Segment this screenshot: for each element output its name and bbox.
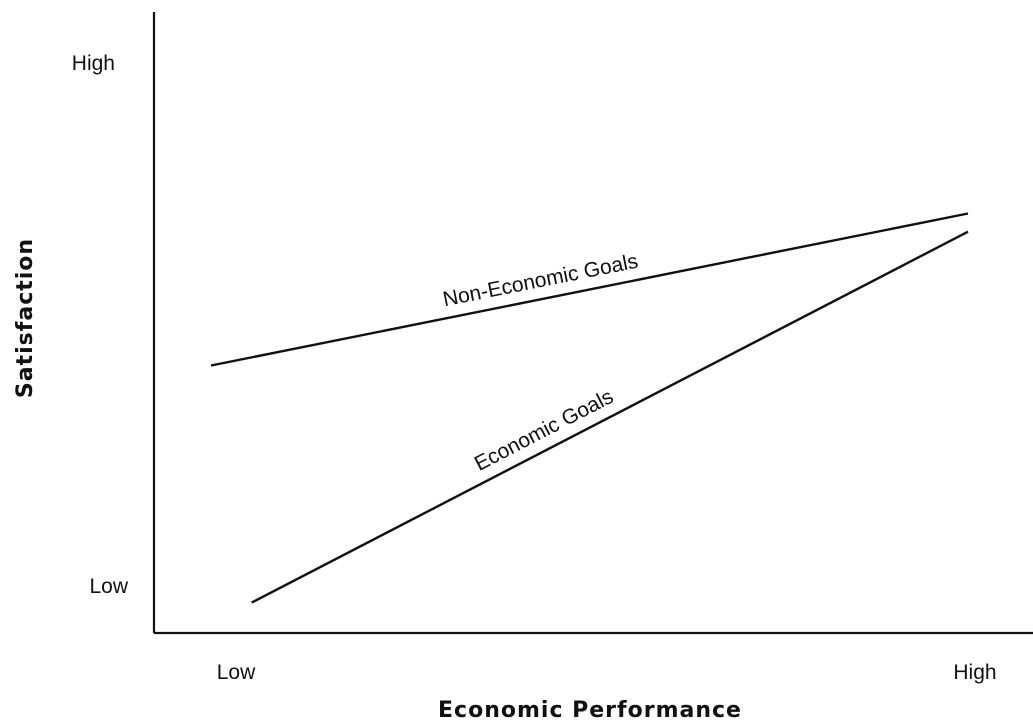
y-tick-label-high: High [72, 52, 115, 75]
series-label-economic-goals: Economic Goals [471, 385, 617, 476]
series-line-non-economic-goals [210, 212, 969, 367]
series-line-economic-goals [251, 230, 969, 604]
series-label-non-economic-goals: Non-Economic Goals [441, 250, 640, 312]
x-tick-label-low: Low [217, 661, 256, 684]
y-tick-label-low: Low [89, 575, 128, 598]
x-tick-label-high: High [953, 661, 996, 684]
x-axis-title: Economic Performance [438, 698, 742, 722]
y-axis-title: Satisfaction [13, 238, 38, 398]
